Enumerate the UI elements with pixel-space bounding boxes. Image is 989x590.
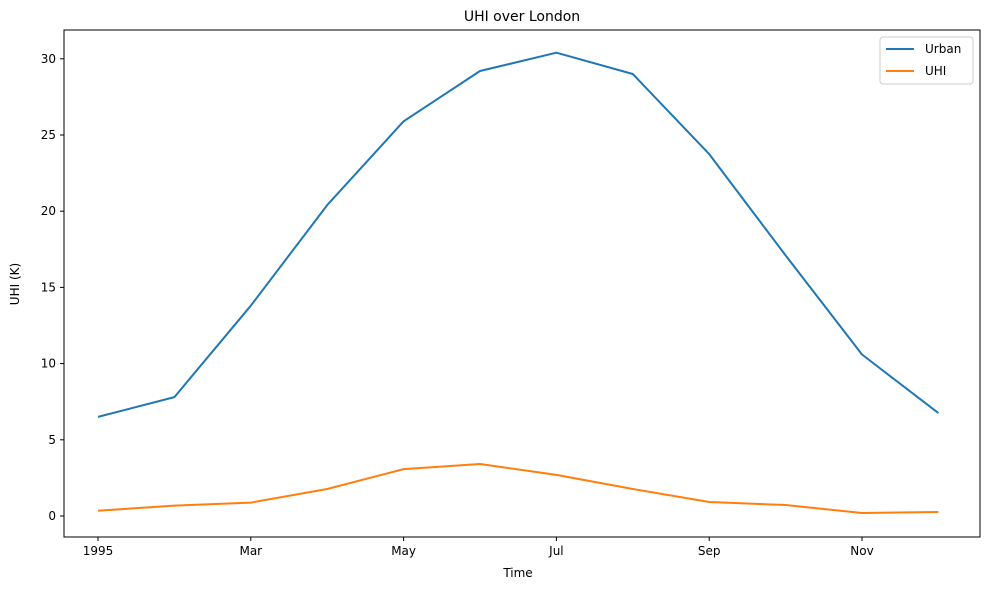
x-tick-label: May — [391, 544, 416, 558]
plot-area — [63, 29, 981, 538]
x-tick-label: 1995 — [83, 544, 114, 558]
legend: Urban UHI — [879, 36, 974, 85]
y-tick-label: 10 — [41, 357, 56, 371]
series-line-uhi — [97, 463, 939, 514]
y-tick-label: 20 — [41, 204, 56, 218]
y-tick-label: 0 — [48, 509, 56, 523]
y-axis: 0 5 10 15 20 25 30 — [41, 52, 64, 523]
series-layer — [97, 51, 940, 514]
y-axis-label: UHI (K) — [8, 263, 22, 305]
x-tick-label: Mar — [239, 544, 262, 558]
chart-title: UHI over London — [464, 9, 580, 25]
legend-label-urban: Urban — [925, 42, 961, 56]
plot-frame — [63, 29, 981, 538]
x-tick-label: Jul — [548, 544, 563, 558]
x-axis: 1995 Mar May Jul Sep Nov — [83, 537, 874, 558]
legend-label-uhi: UHI — [925, 64, 946, 78]
y-tick-label: 15 — [41, 280, 56, 294]
y-tick-label: 30 — [41, 52, 56, 66]
x-tick-label: Nov — [850, 544, 873, 558]
y-tick-label: 5 — [48, 433, 56, 447]
y-tick-label: 25 — [41, 128, 56, 142]
x-axis-label: Time — [502, 566, 532, 580]
series-line-urban — [97, 51, 940, 418]
x-tick-label: Sep — [698, 544, 721, 558]
